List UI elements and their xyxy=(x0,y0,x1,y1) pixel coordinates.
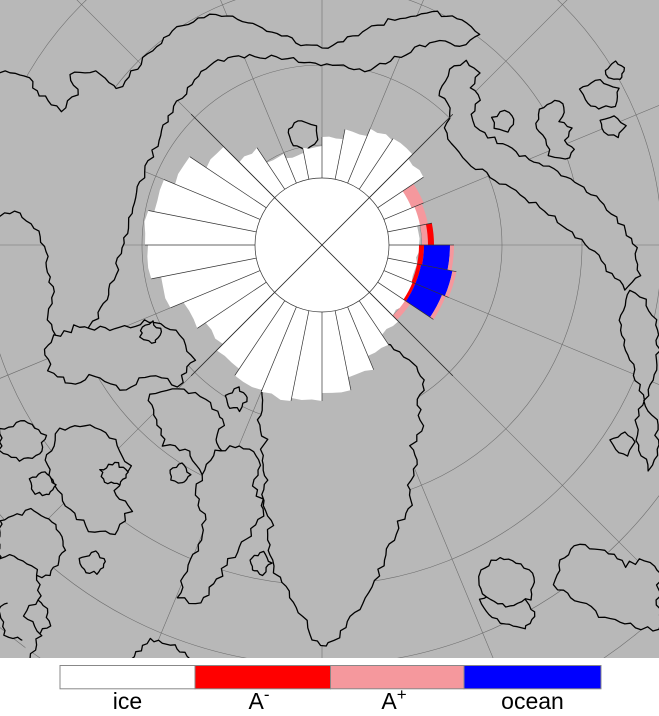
svg-text:ice: ice xyxy=(113,688,142,714)
svg-text:ocean: ocean xyxy=(501,688,564,714)
svg-text:A-: A- xyxy=(248,685,269,714)
svg-text:A+: A+ xyxy=(381,685,406,714)
